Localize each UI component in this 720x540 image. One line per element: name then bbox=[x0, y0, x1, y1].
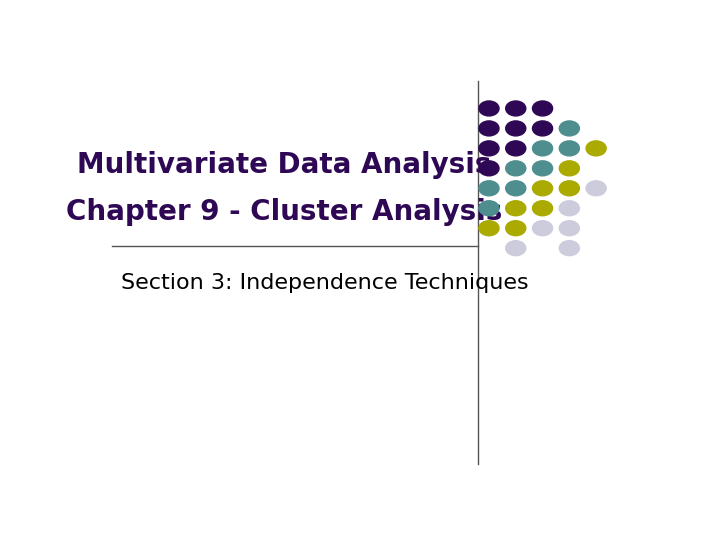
Circle shape bbox=[505, 181, 526, 196]
Circle shape bbox=[479, 121, 499, 136]
Circle shape bbox=[533, 181, 552, 196]
Circle shape bbox=[559, 181, 580, 196]
Text: Section 3: Independence Techniques: Section 3: Independence Techniques bbox=[121, 273, 528, 293]
Circle shape bbox=[533, 221, 552, 235]
Circle shape bbox=[533, 121, 552, 136]
Circle shape bbox=[505, 161, 526, 176]
Circle shape bbox=[533, 161, 552, 176]
Circle shape bbox=[559, 121, 580, 136]
Circle shape bbox=[479, 101, 499, 116]
Circle shape bbox=[586, 181, 606, 196]
Circle shape bbox=[559, 161, 580, 176]
Circle shape bbox=[479, 141, 499, 156]
Circle shape bbox=[479, 161, 499, 176]
Circle shape bbox=[533, 201, 552, 216]
Circle shape bbox=[533, 101, 552, 116]
Circle shape bbox=[505, 201, 526, 216]
Circle shape bbox=[479, 221, 499, 235]
Circle shape bbox=[505, 241, 526, 255]
Circle shape bbox=[533, 141, 552, 156]
Circle shape bbox=[479, 201, 499, 216]
Text: Multivariate Data Analysis: Multivariate Data Analysis bbox=[77, 151, 491, 179]
Circle shape bbox=[559, 221, 580, 235]
Text: Chapter 9 - Cluster Analysis: Chapter 9 - Cluster Analysis bbox=[66, 198, 502, 226]
Circle shape bbox=[479, 181, 499, 196]
Circle shape bbox=[505, 221, 526, 235]
Circle shape bbox=[505, 101, 526, 116]
Circle shape bbox=[505, 121, 526, 136]
Circle shape bbox=[559, 241, 580, 255]
Circle shape bbox=[586, 141, 606, 156]
Circle shape bbox=[559, 201, 580, 216]
Circle shape bbox=[505, 141, 526, 156]
Circle shape bbox=[559, 141, 580, 156]
